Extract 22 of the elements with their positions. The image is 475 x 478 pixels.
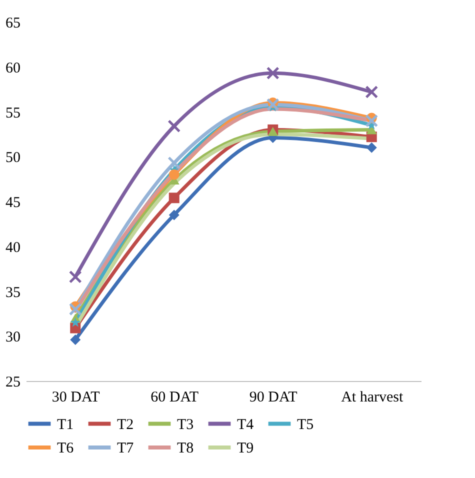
x-tick-label: 90 DAT — [249, 390, 298, 406]
x-tick-label: 30 DAT — [52, 390, 100, 406]
y-tick-label: 50 — [6, 150, 20, 166]
y-tick-label: 25 — [6, 374, 20, 390]
y-tick-label: 60 — [6, 60, 20, 76]
legend-label: T6 — [57, 440, 74, 456]
legend-label: T9 — [237, 440, 254, 456]
y-tick-label: 65 — [6, 16, 20, 32]
legend-label: T5 — [297, 416, 314, 433]
x-tick-label: At harvest — [341, 390, 404, 406]
y-tick-label: 30 — [6, 330, 20, 346]
y-tick-label: 40 — [6, 240, 20, 256]
y-tick-label: 35 — [6, 284, 20, 301]
legend-label: T1 — [57, 416, 74, 433]
legend-label: T3 — [177, 416, 194, 433]
legend-label: T7 — [117, 440, 134, 456]
legend-label: T4 — [237, 416, 254, 433]
y-tick-label: 45 — [6, 195, 20, 211]
legend-label: T2 — [117, 416, 134, 433]
y-tick-label: 55 — [6, 105, 20, 122]
x-tick-label: 60 DAT — [150, 390, 199, 406]
legend-label: T8 — [177, 440, 194, 456]
